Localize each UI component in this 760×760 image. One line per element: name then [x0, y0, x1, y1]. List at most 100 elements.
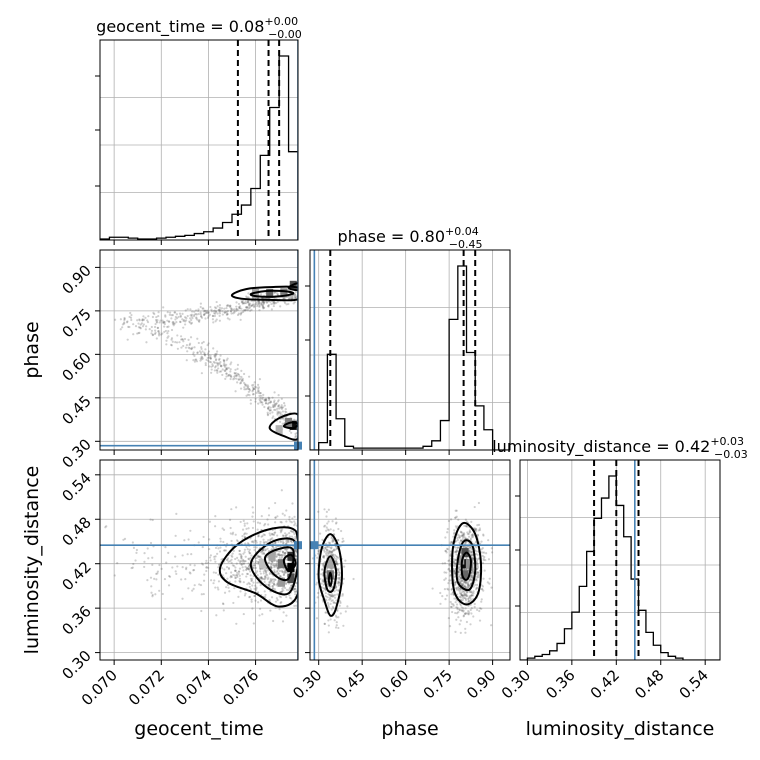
sample-point: [335, 561, 339, 564]
sample-point: [274, 578, 277, 582]
sample-point: [235, 308, 238, 311]
sample-point: [259, 540, 262, 543]
sample-point: [220, 365, 223, 368]
sample-point: [264, 522, 267, 526]
sample-point: [223, 307, 226, 310]
y-tick-label: 0.90: [58, 261, 94, 297]
sample-point: [241, 302, 244, 305]
sample-point: [262, 533, 265, 536]
sample-point: [233, 308, 236, 311]
sample-point: [462, 580, 466, 584]
sample-point: [269, 409, 273, 412]
sample-point: [229, 526, 232, 530]
sample-point: [185, 359, 188, 362]
sample-point: [481, 562, 485, 565]
sample-point: [269, 538, 272, 541]
sample-point: [141, 319, 144, 322]
sample-point: [267, 569, 270, 572]
sample-point: [271, 411, 274, 414]
sample-point: [139, 327, 142, 330]
sample-point: [477, 523, 481, 526]
sample-point: [246, 300, 249, 303]
sample-point: [266, 577, 269, 581]
sample-point: [148, 328, 151, 331]
sample-point: [199, 351, 203, 355]
sample-point: [213, 354, 216, 357]
sample-point: [280, 529, 283, 533]
sample-point: [209, 554, 212, 557]
sample-point: [274, 408, 277, 411]
sample-point: [235, 562, 238, 565]
sample-point: [261, 548, 265, 552]
sample-point: [456, 546, 459, 549]
sample-point: [240, 369, 243, 372]
sample-point: [471, 594, 475, 597]
sample-point: [262, 300, 265, 303]
sample-point: [258, 309, 261, 312]
sample-point: [273, 570, 276, 574]
sample-point: [164, 315, 167, 318]
sample-point: [242, 372, 246, 376]
sample-point: [212, 310, 215, 313]
sample-point: [454, 525, 458, 528]
sample-point: [293, 294, 296, 298]
sample-point: [258, 398, 261, 401]
sample-point: [156, 572, 159, 575]
sample-point: [468, 580, 471, 583]
sample-point: [283, 514, 286, 517]
sample-point: [270, 567, 273, 570]
sample-point: [262, 541, 265, 544]
sample-point: [230, 361, 233, 364]
sample-point: [272, 563, 275, 567]
sample-point: [167, 325, 170, 328]
sample-point: [464, 611, 467, 615]
sample-point: [322, 556, 325, 559]
sample-point: [468, 550, 471, 553]
sample-point: [338, 604, 341, 607]
sample-point: [214, 312, 217, 315]
sample-point: [336, 563, 339, 566]
sample-point: [431, 587, 434, 590]
sample-point: [327, 603, 330, 607]
sample-point: [459, 596, 462, 599]
sample-point: [470, 520, 473, 523]
sample-point: [270, 548, 273, 551]
sample-point: [229, 377, 232, 381]
sample-point: [461, 590, 465, 593]
sample-point: [166, 311, 169, 314]
sample-point: [295, 600, 298, 603]
sample-point: [262, 393, 265, 396]
sample-point: [264, 540, 267, 544]
histogram-phase: [310, 265, 510, 450]
sample-point: [214, 359, 217, 362]
sample-point: [255, 556, 258, 560]
sample-point: [217, 547, 220, 550]
sample-point: [469, 531, 472, 534]
sample-point: [186, 350, 189, 353]
sample-point: [178, 320, 182, 323]
sample-point: [332, 539, 335, 543]
sample-point: [223, 549, 226, 552]
sample-point: [276, 292, 279, 295]
sample-point: [264, 595, 267, 599]
sample-point: [165, 339, 168, 342]
sample-point: [199, 311, 202, 314]
panel-frame: [309, 249, 511, 451]
sample-point: [247, 557, 250, 560]
sample-point: [482, 558, 485, 562]
sample-point: [276, 515, 279, 518]
sample-point: [257, 300, 260, 303]
sample-point: [326, 585, 330, 588]
sample-point: [189, 336, 193, 339]
sample-point: [206, 316, 210, 319]
sample-point: [266, 402, 270, 405]
sample-point: [252, 511, 255, 514]
contour-level: [323, 555, 338, 593]
sample-point: [207, 561, 210, 565]
density-cell: [461, 570, 469, 580]
sample-point: [174, 534, 177, 537]
sample-point: [457, 586, 460, 589]
sample-point: [329, 602, 332, 605]
sample-point: [260, 400, 263, 404]
sample-point: [460, 609, 463, 612]
